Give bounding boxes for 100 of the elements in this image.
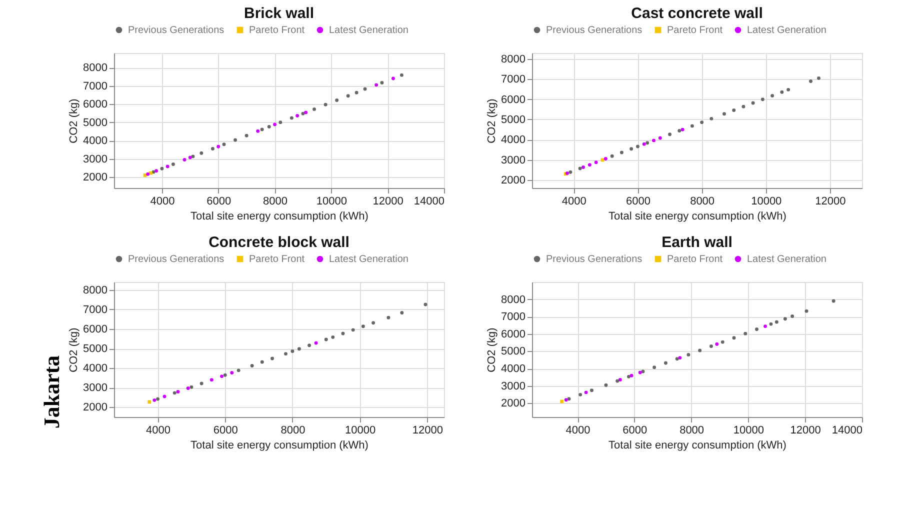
y-tick-label: 7000	[501, 311, 526, 324]
point	[234, 138, 238, 142]
y-tick-label: 4000	[501, 134, 526, 146]
point	[400, 73, 404, 77]
y-tick-label: 6000	[501, 94, 526, 106]
point	[304, 110, 308, 114]
point	[190, 385, 194, 389]
point	[230, 371, 234, 375]
y-tick-label: 5000	[83, 343, 108, 356]
y-tick-label: 4000	[501, 363, 526, 376]
point	[678, 356, 682, 360]
chart-title: Concrete block wall	[208, 234, 350, 251]
point	[296, 114, 300, 118]
legend-label: Latest Generation	[747, 254, 826, 265]
point	[186, 386, 190, 390]
point	[616, 379, 620, 383]
point	[582, 166, 585, 169]
point	[675, 357, 679, 361]
point	[160, 166, 164, 170]
legend-label: Latest Generation	[329, 25, 408, 36]
chart-title: Brick wall	[244, 5, 314, 22]
point	[604, 383, 608, 387]
y-tick-label: 2000	[501, 174, 526, 186]
legend-label: Pareto Front	[667, 254, 723, 265]
point	[642, 142, 646, 146]
point	[210, 147, 214, 151]
y-tick-label: 5000	[83, 116, 108, 129]
point	[636, 144, 640, 148]
point	[351, 328, 355, 332]
x-tick-label: 4000	[562, 196, 586, 208]
point	[156, 397, 160, 401]
legend-label: Pareto Front	[667, 25, 723, 36]
point	[594, 160, 598, 164]
chart-title: Earth wall	[662, 234, 732, 251]
x-tick-label: 8000	[690, 196, 715, 208]
y-tick-label: 6000	[501, 328, 526, 340]
legend-label: Previous Generations	[128, 254, 224, 265]
point	[764, 324, 768, 328]
x-tick-label: 4000	[146, 424, 171, 436]
point	[720, 340, 724, 344]
y-tick-label: 7000	[83, 80, 108, 92]
point	[200, 151, 204, 155]
y-axis-title: CO2 (kg)	[486, 328, 498, 372]
point	[588, 163, 592, 167]
point	[780, 90, 784, 94]
x-axis-title: Total site energy consumption (kWh)	[608, 440, 786, 452]
point	[560, 400, 564, 404]
point	[584, 390, 588, 394]
legend-label: Previous Generations	[546, 254, 642, 265]
point	[620, 150, 624, 154]
point	[424, 302, 428, 306]
point	[652, 138, 656, 142]
x-tick-label: 12000	[412, 424, 443, 436]
point	[361, 324, 365, 328]
y-tick-label: 3000	[83, 153, 108, 166]
point	[176, 390, 180, 394]
y-tick-label: 6000	[83, 98, 108, 111]
point	[152, 398, 156, 402]
x-tick-label: 10000	[345, 424, 376, 436]
point	[686, 352, 690, 356]
point	[216, 144, 220, 148]
point	[236, 368, 240, 372]
point	[301, 112, 305, 116]
chart-title: Cast concrete wall	[631, 5, 763, 22]
point	[324, 102, 328, 106]
y-axis-title: CO2 (kg)	[486, 98, 498, 144]
point	[346, 94, 350, 98]
x-tick-label: 8000	[280, 424, 306, 436]
point	[146, 172, 150, 176]
x-tick-label: 8000	[263, 196, 288, 208]
y-axis-title: CO2 (kg)	[68, 98, 80, 144]
x-tick-label: 10000	[733, 424, 764, 436]
point	[374, 83, 378, 87]
point	[668, 132, 672, 136]
point	[646, 141, 650, 145]
point	[700, 120, 704, 124]
point	[732, 336, 736, 340]
point	[770, 94, 774, 98]
x-tick-label: 14000	[832, 424, 862, 436]
x-tick-label: 12000	[790, 424, 821, 436]
point	[210, 378, 214, 382]
y-tick-label: 7000	[83, 304, 108, 316]
y-tick-label: 3000	[83, 382, 108, 394]
point	[630, 374, 634, 378]
point	[308, 344, 312, 348]
point	[590, 388, 594, 392]
point	[638, 370, 642, 374]
point	[710, 116, 714, 120]
point	[690, 124, 694, 128]
x-axis-title: Total site energy consumption (kWh)	[190, 440, 368, 452]
x-tick-label: 10000	[316, 196, 347, 208]
point	[284, 352, 288, 356]
point	[372, 321, 376, 325]
legend-label: Latest Generation	[747, 25, 826, 36]
point	[751, 101, 755, 105]
point	[270, 356, 274, 360]
x-tick-label: 8000	[680, 424, 704, 436]
y-tick-label: 8000	[501, 54, 526, 66]
point	[260, 128, 264, 132]
point	[578, 166, 582, 170]
